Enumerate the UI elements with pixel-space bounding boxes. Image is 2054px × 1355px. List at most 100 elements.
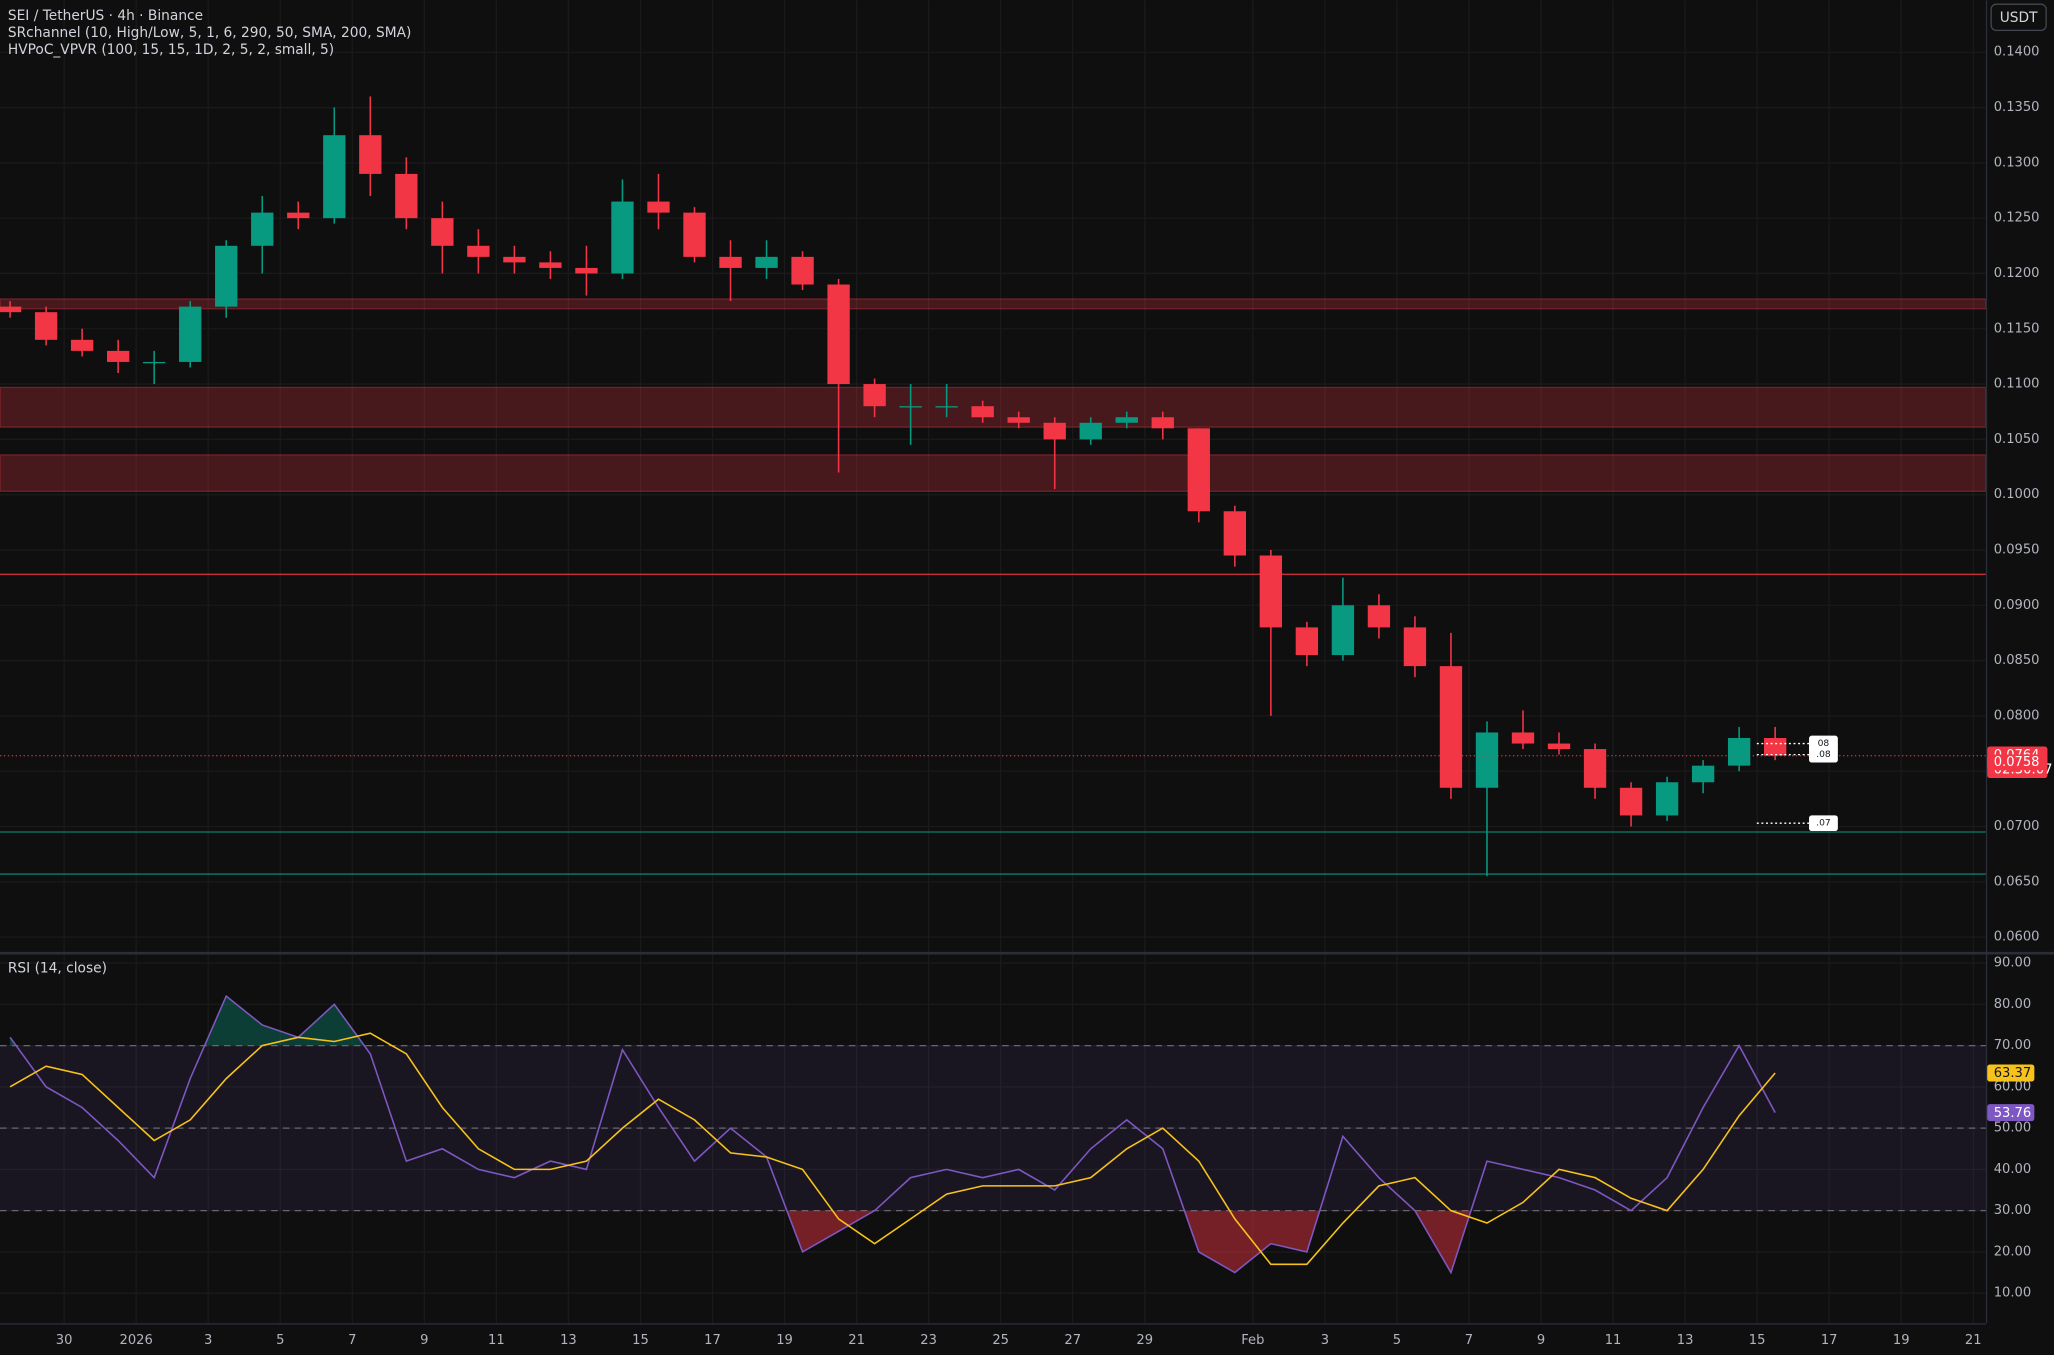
x-tick-label: 30 — [56, 1333, 73, 1348]
candle-body — [1331, 605, 1355, 656]
y-tick-label: 0.1000 — [1994, 487, 2040, 502]
y-tick-label: 0.0600 — [1994, 930, 2040, 945]
candle-body — [1439, 666, 1463, 788]
pivot-label: .08 — [1816, 749, 1831, 760]
x-tick-label: 3 — [1321, 1333, 1329, 1348]
candle-body — [467, 245, 490, 257]
pivot-label: .07 — [1816, 818, 1831, 829]
candle-body — [1295, 627, 1319, 656]
candle-body — [539, 262, 562, 268]
candle-body — [971, 406, 994, 418]
y-tick-label: 0.0900 — [1994, 598, 2040, 613]
x-tick-label: 5 — [1393, 1333, 1401, 1348]
candle-body — [359, 135, 382, 174]
x-tick-label: 11 — [1605, 1333, 1622, 1348]
x-tick-label: 5 — [276, 1333, 284, 1348]
candle-body — [1403, 627, 1427, 667]
y-tick-label: 0.0700 — [1994, 819, 2040, 834]
candle-body — [719, 256, 742, 268]
y-tick-label: 0.1400 — [1994, 45, 2040, 60]
y-tick-label: 0.1300 — [1994, 155, 2040, 170]
candle-body — [1655, 782, 1679, 816]
x-tick-label: 23 — [920, 1333, 937, 1348]
candle-body — [1691, 765, 1715, 783]
x-tick-label: 9 — [1537, 1333, 1545, 1348]
candle-body — [1043, 422, 1066, 440]
sr-zone — [0, 298, 1987, 310]
x-tick-label: 15 — [632, 1333, 649, 1348]
candle-body — [1115, 417, 1138, 423]
candle-body — [395, 173, 418, 219]
y-tick-label: 0.1100 — [1994, 377, 2040, 392]
x-tick-label: 21 — [848, 1333, 865, 1348]
candle-body — [431, 218, 454, 246]
indicator-label: SRchannel (10, High/Low, 5, 1, 6, 290, 5… — [8, 25, 412, 41]
candle-body — [287, 212, 310, 219]
y-tick-label: 0.1050 — [1994, 432, 2040, 447]
last-value-label: 53.76 — [1994, 1106, 2031, 1121]
currency-button-label[interactable]: USDT — [2000, 10, 2038, 26]
candle-body — [1223, 511, 1246, 556]
candle-body — [683, 212, 706, 257]
last-value-label: 63.37 — [1994, 1066, 2031, 1081]
y-tick-label: 0.0650 — [1994, 874, 2040, 889]
pivot-label: 08 — [1818, 738, 1830, 749]
candle-body — [1763, 738, 1787, 756]
candle-body — [1547, 743, 1571, 750]
y-tick-label: 0.1150 — [1994, 321, 2040, 336]
x-tick-label: 25 — [992, 1333, 1009, 1348]
x-tick-label: 13 — [560, 1333, 577, 1348]
marker-price-box — [1987, 754, 2048, 771]
candle-body — [0, 306, 22, 313]
symbol-title: SEI / TetherUS · 4h · Binance — [8, 8, 203, 24]
candle-body — [1367, 605, 1391, 628]
candle-body — [1259, 555, 1283, 628]
x-tick-label: 19 — [1893, 1333, 1910, 1348]
rsi-line — [9, 1032, 1776, 1266]
candle-body — [251, 212, 274, 246]
y-tick-label: 40.00 — [1994, 1162, 2031, 1177]
candle-body — [323, 135, 346, 219]
x-tick-label: 15 — [1749, 1333, 1766, 1348]
candle-body — [70, 339, 94, 351]
candle-body — [1727, 738, 1751, 766]
candle-body — [1151, 417, 1174, 429]
sr-zone — [0, 454, 1987, 493]
y-tick-label: 0.0800 — [1994, 708, 2040, 723]
candle-body — [503, 256, 526, 263]
candle-body — [575, 267, 598, 274]
x-tick-label: 11 — [488, 1333, 505, 1348]
indicator-label: HVPoC_VPVR (100, 15, 15, 1D, 2, 5, 2, sm… — [8, 42, 334, 58]
x-tick-label: Feb — [1241, 1333, 1264, 1348]
currency-button-frame[interactable] — [1990, 3, 2047, 32]
candle-body — [611, 201, 634, 274]
y-tick-label: 50.00 — [1994, 1121, 2031, 1136]
currency-button[interactable]: USDT — [1990, 3, 2047, 32]
y-tick-label: 60.00 — [1994, 1079, 2031, 1094]
x-tick-label: 2026 — [120, 1333, 153, 1348]
candle-body — [1079, 422, 1102, 440]
pivot-box — [1809, 815, 1838, 832]
candle-body — [106, 350, 130, 362]
x-tick-label: 29 — [1136, 1333, 1153, 1348]
rsi-title: RSI (14, close) — [8, 960, 107, 976]
x-tick-label: 9 — [420, 1333, 428, 1348]
x-tick-label: 19 — [776, 1333, 793, 1348]
last-value-box — [1987, 1104, 2035, 1122]
y-tick-label: 0.0850 — [1994, 653, 2040, 668]
y-tick-label: 10.00 — [1994, 1286, 2031, 1301]
candle-body — [863, 384, 886, 407]
x-tick-label: 17 — [1821, 1333, 1838, 1348]
y-tick-label: 80.00 — [1994, 997, 2031, 1012]
x-tick-label: 7 — [348, 1333, 356, 1348]
candle-body — [34, 312, 58, 340]
rsi-line — [9, 994, 1776, 1275]
y-tick-label: 0.1200 — [1994, 266, 2040, 281]
candle-body — [1511, 732, 1535, 744]
candle-body — [1475, 732, 1499, 788]
candle-body — [143, 361, 166, 364]
y-tick-label: 30.00 — [1994, 1203, 2031, 1218]
marker-price-label: 0.0758 — [1994, 755, 2040, 770]
